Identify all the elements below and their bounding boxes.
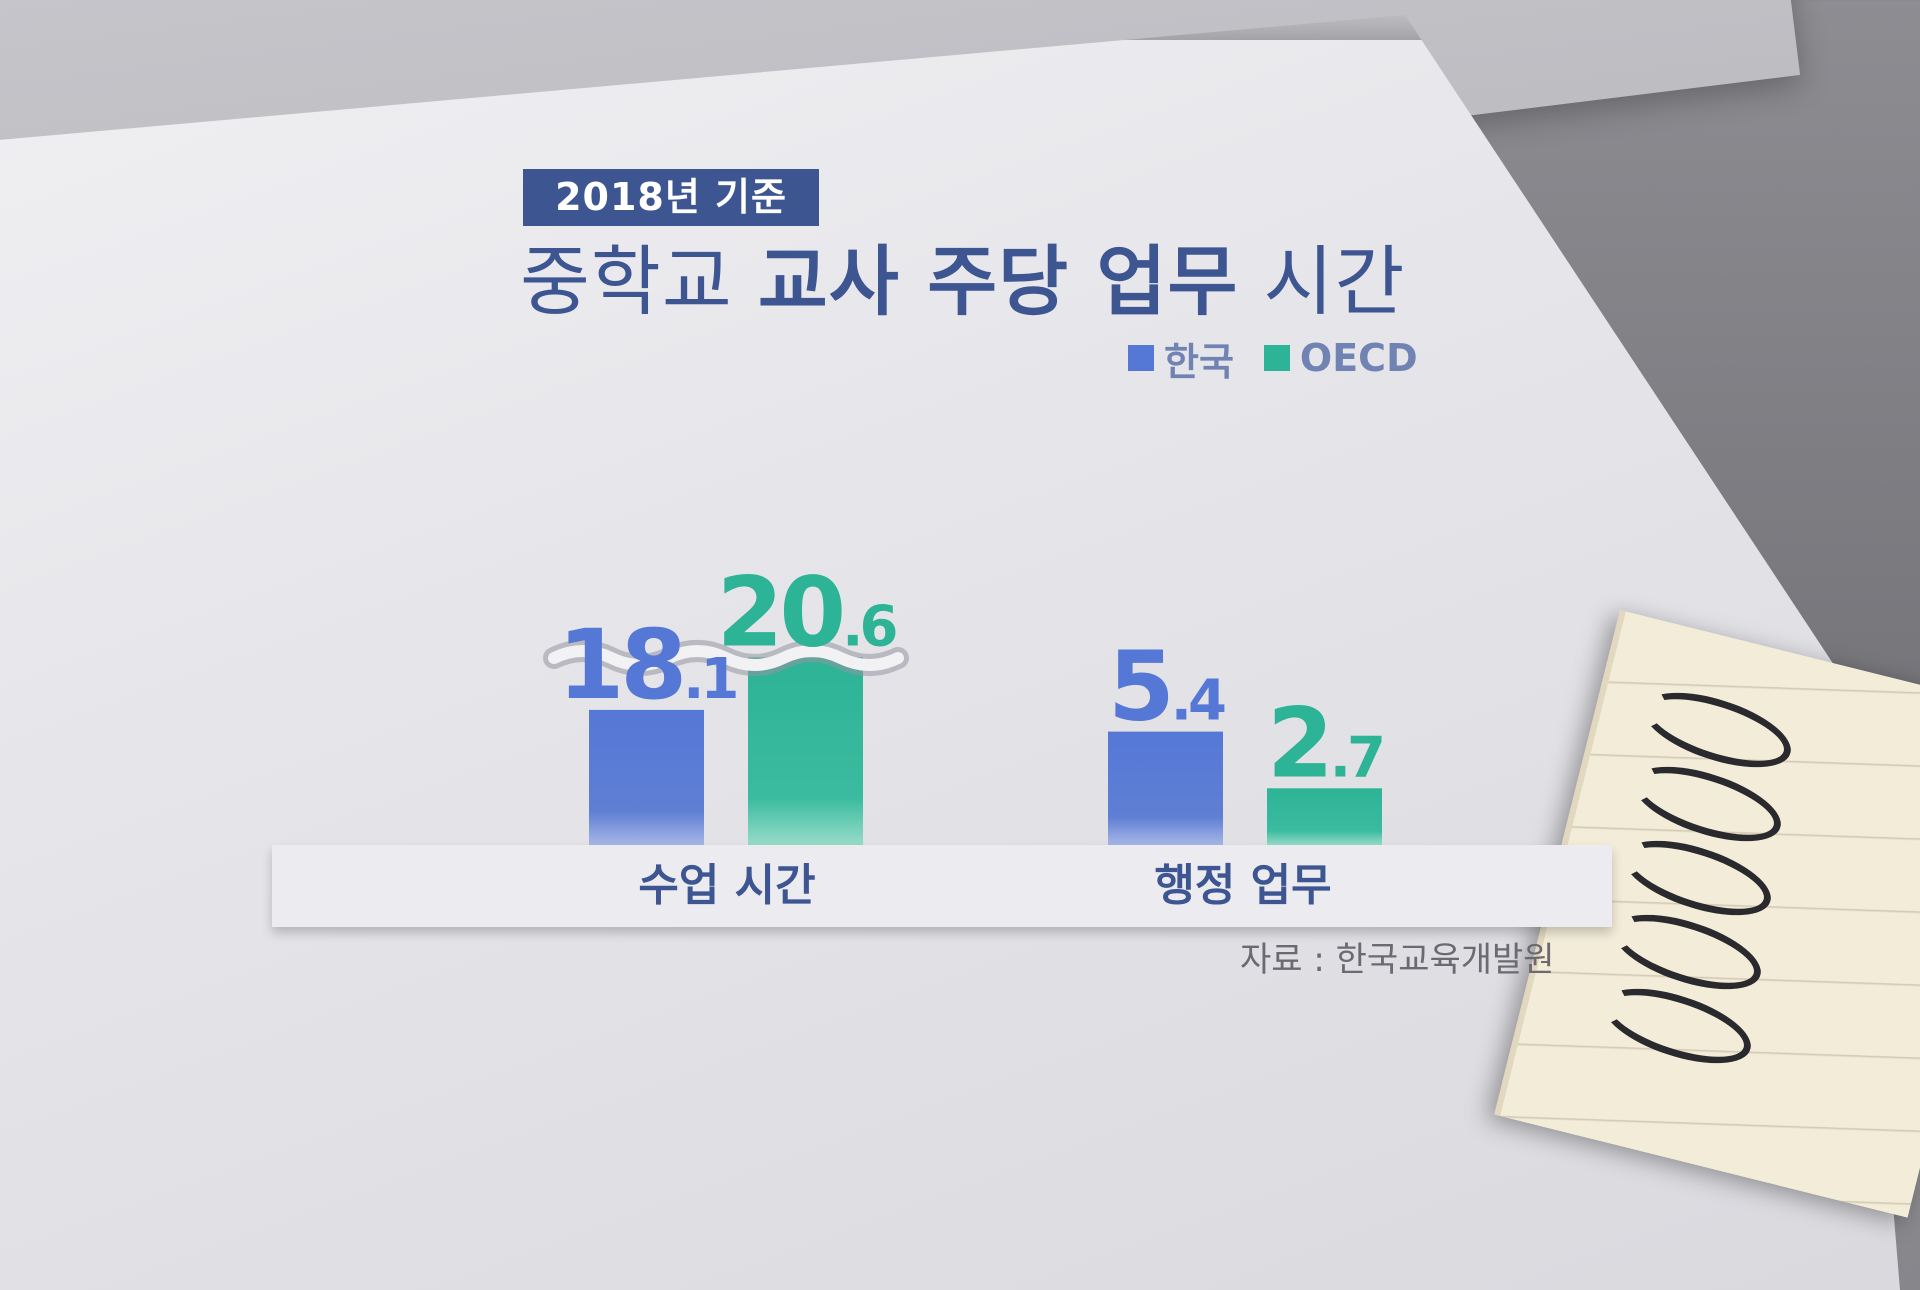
value-label-korea-class-time: 18.1	[558, 609, 737, 721]
axis-break-wave	[548, 645, 904, 671]
bars-group	[543, 640, 1382, 845]
value-labels-group: 18.1 5.4 20.6 2.7	[558, 556, 1386, 799]
value-label-korea-admin-work: 5.4	[1108, 631, 1225, 743]
chart-title: 중학교 교사 주당 업무 시간	[520, 232, 1405, 332]
legend-label-korea: 한국	[1164, 339, 1234, 384]
legend: 한국 OECD	[1128, 336, 1418, 384]
bar-korea-admin-work	[1108, 731, 1223, 845]
subtitle-badge: 2018년 기준	[523, 169, 819, 226]
category-axis-band	[272, 845, 1612, 927]
value-label-oecd-class-time: 20.6	[717, 556, 896, 668]
bar-chart: 18.1 5.4 20.6 2.7	[543, 556, 1386, 845]
bar-oecd-admin-work	[1267, 788, 1382, 845]
title-part-2: 교사 주당 업무	[757, 237, 1239, 326]
legend-swatch-oecd	[1263, 345, 1290, 371]
category-label-class-time: 수업 시간	[638, 860, 816, 911]
category-label-admin-work: 행정 업무	[1154, 860, 1332, 911]
bar-oecd-class-time	[748, 657, 863, 845]
source-note: 자료 : 한국교육개발원	[1240, 940, 1555, 980]
value-label-oecd-admin-work: 2.7	[1267, 687, 1382, 799]
bar-korea-class-time	[589, 709, 704, 845]
title-part-3: 시간	[1238, 237, 1406, 326]
title-part-1: 중학교	[520, 237, 758, 326]
legend-label-oecd: OECD	[1299, 336, 1418, 380]
legend-swatch-korea	[1128, 345, 1154, 371]
